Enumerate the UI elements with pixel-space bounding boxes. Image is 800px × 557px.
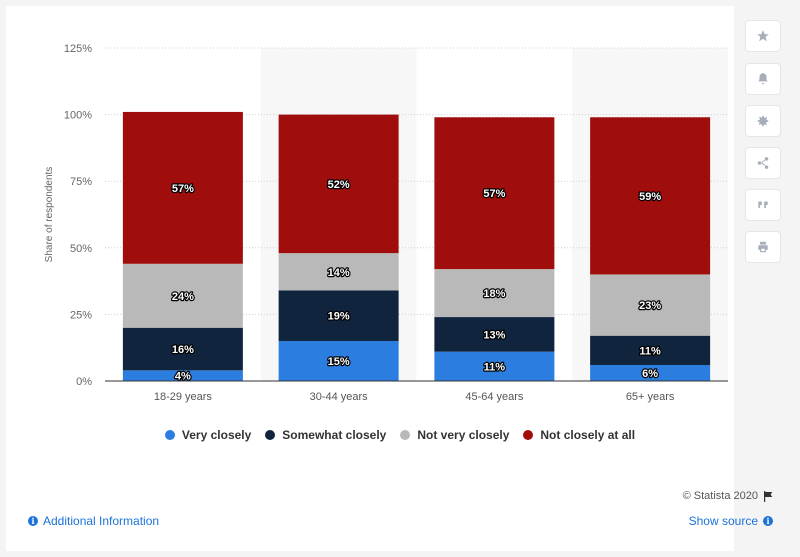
legend-item[interactable]: Somewhat closely [265,428,386,442]
legend-marker [523,430,534,440]
bar-segment [434,317,555,352]
legend-item[interactable]: Not very closely [400,428,509,442]
data-label: 57% [172,183,194,195]
print-icon [758,241,768,253]
bar-segment [122,263,243,328]
bell-icon [758,73,768,85]
bar-segment [434,351,555,381]
chart-area: 0% 25% 50% 75% 100% 125% Share of respondents 4… [44,43,728,403]
data-label: 57% [483,188,505,200]
legend-marker [164,430,175,440]
data-label: 14% [328,267,350,279]
data-label: 4% [175,371,191,383]
additional-information-label: Additional Information [43,514,160,528]
y-tick-label: 75% [70,176,92,188]
x-tick-label: 30-44 years [310,391,369,403]
y-tick-label: 0% [76,376,92,388]
legend-label: Not very closely [417,428,510,442]
share-icon [757,157,769,169]
notification-button[interactable] [745,63,781,95]
y-tick-label: 100% [64,110,92,122]
gear-icon [757,115,769,127]
bar-segment [278,341,399,381]
chart-legend: Very closely Somewhat closely Not very clo… [0,428,800,442]
copyright: © Statista 2020 [683,490,773,502]
info-icon: i [28,516,38,526]
data-label: 23% [639,300,661,312]
bar-segment [590,274,711,336]
legend-marker [265,430,276,440]
bar-segment [590,365,711,381]
bar-segment [434,269,555,318]
y-axis-label: Share of respondents [44,167,55,263]
data-label: 19% [328,311,350,323]
data-label: 59% [639,191,661,203]
bar-segment [590,117,711,275]
data-label: 18% [483,288,505,300]
data-label: 13% [483,329,505,341]
show-source-label: Show source [688,514,758,528]
legend-label: Not closely at all [540,428,636,442]
data-label: 6% [642,368,658,380]
bar-segment [122,370,243,381]
bar-segment [590,335,711,366]
data-label: 11% [639,345,661,357]
y-tick-label: 25% [70,309,92,321]
flag-icon[interactable] [763,490,773,502]
bar-segment [122,327,243,371]
settings-button[interactable] [745,105,781,137]
bar-segment [278,290,399,342]
print-button[interactable] [745,231,781,263]
x-tick-label: 18-29 years [154,391,213,403]
legend-item[interactable]: Not closely at all [523,428,635,442]
x-tick-label: 45-64 years [465,391,524,403]
share-button[interactable] [745,147,781,179]
legend-item[interactable]: Very closely [164,428,252,442]
star-icon [757,30,769,42]
y-tick-label: 125% [64,43,92,55]
show-source-link[interactable]: Show source i [689,514,773,528]
cite-button[interactable] [745,189,781,221]
legend-label: Very closely [181,428,252,442]
info-icon: i [763,516,773,526]
data-label: 24% [172,291,194,303]
additional-information-link[interactable]: i Additional Information [28,514,159,528]
data-label: 16% [172,344,194,356]
data-label: 11% [484,361,506,373]
legend-label: Somewhat closely [282,428,387,442]
y-tick-label: 50% [70,243,92,255]
data-label: 15% [328,356,350,368]
bar-segment [434,117,555,270]
x-tick-label: 65+ years [626,391,675,403]
bar-segment [278,253,399,291]
legend-marker [400,430,411,440]
bar-segment [122,111,243,264]
bar-segment [278,114,399,254]
quote-icon [758,201,768,208]
data-label: 52% [328,179,350,191]
copyright-text: © Statista 2020 [682,490,758,502]
favorite-button[interactable] [745,20,781,52]
